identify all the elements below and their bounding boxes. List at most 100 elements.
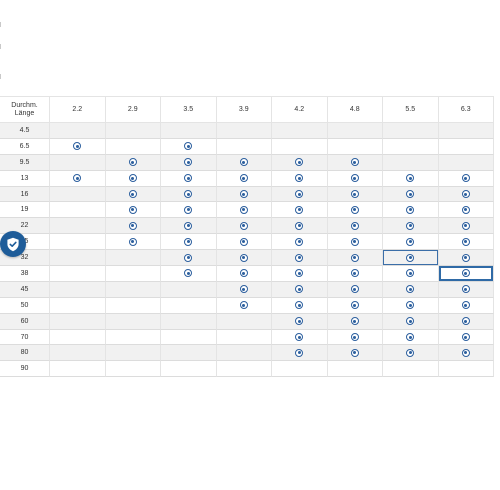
size-option-cell[interactable] (383, 202, 439, 219)
size-option-cell[interactable] (161, 266, 217, 282)
size-option-cell[interactable] (216, 281, 272, 298)
size-option-cell[interactable] (272, 202, 328, 219)
size-option-radio[interactable] (272, 218, 327, 233)
size-option-cell[interactable] (161, 138, 217, 155)
size-option-cell[interactable] (383, 345, 439, 362)
size-option-radio[interactable] (328, 266, 383, 281)
size-option-radio[interactable] (383, 187, 438, 202)
size-option-radio[interactable] (439, 282, 494, 297)
size-option-cell[interactable] (383, 297, 439, 314)
size-option-radio[interactable] (272, 171, 327, 186)
size-option-cell[interactable] (438, 234, 494, 251)
size-option-cell[interactable] (327, 313, 383, 330)
size-option-cell[interactable] (216, 186, 272, 203)
size-option-cell[interactable] (50, 170, 106, 187)
size-option-cell[interactable] (216, 234, 272, 251)
size-option-radio[interactable] (106, 234, 161, 249)
size-option-cell[interactable] (161, 154, 217, 171)
size-option-radio[interactable] (217, 298, 272, 313)
size-option-radio[interactable] (217, 187, 272, 202)
size-option-radio[interactable] (328, 171, 383, 186)
size-option-radio[interactable] (161, 155, 216, 170)
size-option-radio[interactable] (328, 234, 383, 249)
size-option-cell[interactable] (272, 250, 328, 267)
size-option-radio[interactable] (383, 171, 438, 186)
size-option-cell[interactable] (216, 297, 272, 314)
size-option-cell[interactable] (105, 170, 161, 187)
size-option-radio[interactable] (272, 330, 327, 345)
size-option-radio[interactable] (328, 218, 383, 233)
size-option-radio[interactable] (328, 202, 383, 217)
size-option-cell[interactable] (438, 297, 494, 314)
size-option-radio[interactable] (272, 314, 327, 329)
size-option-cell[interactable] (216, 266, 272, 282)
size-option-cell[interactable] (272, 154, 328, 171)
size-option-radio[interactable] (439, 266, 494, 281)
size-option-cell[interactable] (383, 281, 439, 298)
size-option-radio[interactable] (272, 187, 327, 202)
size-option-cell[interactable] (327, 297, 383, 314)
size-option-radio[interactable] (217, 282, 272, 297)
size-option-radio[interactable] (272, 155, 327, 170)
size-option-cell[interactable] (105, 186, 161, 203)
size-option-cell[interactable] (383, 250, 439, 267)
size-option-radio[interactable] (272, 282, 327, 297)
size-option-radio[interactable] (328, 330, 383, 345)
size-option-radio[interactable] (328, 314, 383, 329)
size-option-radio[interactable] (272, 234, 327, 249)
size-option-cell[interactable] (327, 186, 383, 203)
size-option-radio[interactable] (217, 218, 272, 233)
size-option-radio[interactable] (328, 250, 383, 265)
size-option-cell[interactable] (383, 266, 439, 282)
size-option-cell[interactable] (327, 329, 383, 346)
size-option-radio[interactable] (217, 266, 272, 281)
size-option-radio[interactable] (383, 314, 438, 329)
size-option-radio[interactable] (439, 187, 494, 202)
size-option-radio[interactable] (439, 202, 494, 217)
size-option-cell[interactable] (272, 329, 328, 346)
size-option-cell[interactable] (327, 250, 383, 267)
size-option-cell[interactable] (438, 202, 494, 219)
size-option-cell[interactable] (383, 234, 439, 251)
size-option-cell[interactable] (438, 281, 494, 298)
size-option-cell[interactable] (327, 266, 383, 282)
size-option-cell[interactable] (438, 218, 494, 235)
size-option-cell[interactable] (272, 218, 328, 235)
size-option-cell[interactable] (161, 170, 217, 187)
size-option-radio[interactable] (328, 155, 383, 170)
size-option-radio[interactable] (217, 202, 272, 217)
size-option-cell[interactable] (272, 266, 328, 282)
size-option-cell[interactable] (216, 218, 272, 235)
size-option-radio[interactable] (328, 345, 383, 360)
size-option-radio[interactable] (439, 314, 494, 329)
size-option-cell[interactable] (438, 313, 494, 330)
size-option-radio[interactable] (217, 155, 272, 170)
size-option-radio[interactable] (272, 202, 327, 217)
size-option-radio[interactable] (439, 171, 494, 186)
size-option-radio[interactable] (439, 345, 494, 360)
size-option-radio[interactable] (439, 250, 494, 265)
size-option-radio[interactable] (161, 234, 216, 249)
size-option-radio[interactable] (328, 298, 383, 313)
size-option-radio[interactable] (217, 171, 272, 186)
size-option-radio[interactable] (161, 250, 216, 265)
size-option-radio[interactable] (161, 187, 216, 202)
size-option-radio[interactable] (161, 171, 216, 186)
size-option-radio[interactable] (106, 187, 161, 202)
size-option-cell[interactable] (105, 154, 161, 171)
size-option-cell[interactable] (216, 170, 272, 187)
size-option-cell[interactable] (438, 170, 494, 187)
size-option-radio[interactable] (217, 234, 272, 249)
size-option-radio[interactable] (272, 250, 327, 265)
size-option-cell[interactable] (161, 234, 217, 251)
size-option-cell[interactable] (161, 186, 217, 203)
size-option-radio[interactable] (161, 202, 216, 217)
size-option-cell[interactable] (438, 186, 494, 203)
size-option-radio[interactable] (161, 266, 216, 281)
size-option-cell[interactable] (327, 202, 383, 219)
size-option-cell[interactable] (105, 218, 161, 235)
size-option-cell[interactable] (383, 170, 439, 187)
size-option-cell[interactable] (327, 154, 383, 171)
size-option-radio[interactable] (328, 282, 383, 297)
size-option-cell[interactable] (438, 266, 494, 282)
